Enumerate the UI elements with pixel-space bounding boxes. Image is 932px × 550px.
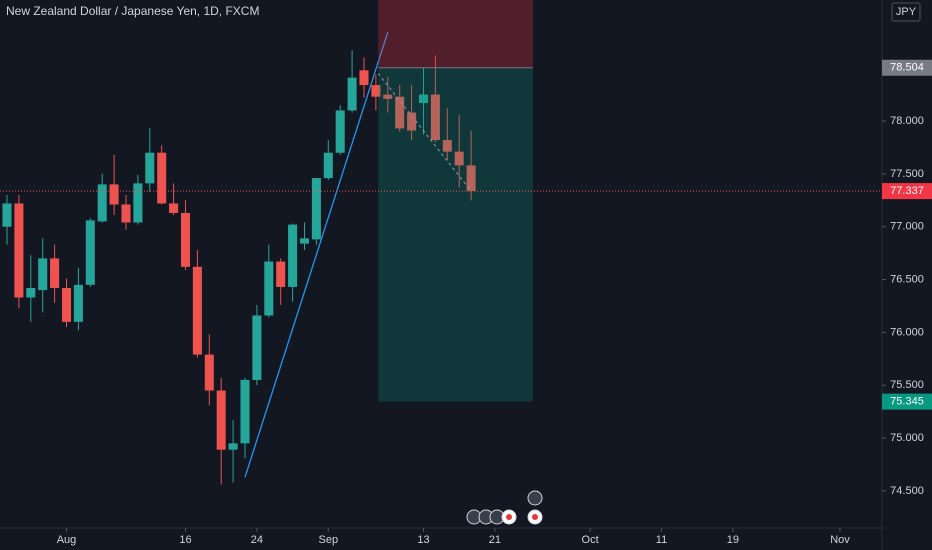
y-tick-label: 76.500 bbox=[890, 273, 924, 285]
x-tick-label: 21 bbox=[489, 534, 501, 546]
x-tick-label: Nov bbox=[830, 534, 850, 546]
target-zone bbox=[378, 67, 533, 402]
candle-body bbox=[73, 284, 83, 322]
candle-body bbox=[359, 70, 369, 86]
x-tick-label: 16 bbox=[179, 534, 191, 546]
candle-body bbox=[38, 258, 48, 291]
candle-body bbox=[97, 184, 107, 222]
candle-body bbox=[418, 94, 429, 104]
candle-body bbox=[145, 152, 155, 184]
candle-body bbox=[252, 315, 262, 380]
x-tick-label: 24 bbox=[251, 534, 263, 546]
candle-body bbox=[85, 220, 95, 285]
entry-price-label: 78.504 bbox=[890, 62, 924, 74]
candle-body bbox=[276, 261, 286, 287]
projection-line bbox=[377, 73, 472, 192]
candle-body bbox=[323, 152, 333, 179]
y-tick-label: 75.500 bbox=[890, 379, 924, 391]
candle-body bbox=[26, 287, 36, 298]
target-price-label-bg bbox=[882, 393, 932, 410]
candle-body bbox=[192, 266, 202, 355]
candle-body bbox=[430, 94, 440, 141]
candle-body bbox=[109, 184, 119, 205]
candle-body bbox=[311, 178, 321, 240]
currency-box[interactable] bbox=[891, 2, 921, 22]
x-tick-label: Sep bbox=[319, 534, 339, 546]
candle-body bbox=[169, 203, 179, 213]
candle-body bbox=[2, 203, 12, 227]
candle-body bbox=[157, 152, 167, 204]
candle-body bbox=[299, 238, 310, 244]
candle-body bbox=[442, 140, 452, 152]
x-tick-label: 11 bbox=[656, 534, 667, 546]
candle-body bbox=[395, 96, 405, 129]
candle-body bbox=[383, 94, 393, 99]
entry-price-label-bg bbox=[882, 59, 932, 76]
candle-body bbox=[180, 212, 191, 267]
y-tick-label: 77.500 bbox=[890, 168, 924, 180]
candle-body bbox=[371, 85, 381, 97]
event-icons bbox=[466, 490, 543, 525]
trend-line bbox=[244, 32, 389, 478]
candle-body bbox=[228, 443, 238, 450]
last-price-label: 77.337 bbox=[890, 185, 924, 197]
y-tick-label: 76.000 bbox=[890, 326, 924, 338]
last-price-label-bg bbox=[882, 183, 932, 200]
x-tick-label: 13 bbox=[417, 534, 429, 546]
currency-label[interactable]: JPY bbox=[896, 6, 917, 18]
y-tick-label: 75.000 bbox=[890, 432, 924, 444]
candle-body bbox=[121, 204, 131, 223]
event-icon-dot bbox=[532, 514, 538, 520]
chart-title: New Zealand Dollar / Japanese Yen, 1D, F… bbox=[6, 4, 259, 18]
stop-zone bbox=[378, 0, 533, 68]
candle-body bbox=[240, 379, 250, 444]
candle-body bbox=[407, 112, 417, 131]
candle-body bbox=[216, 390, 226, 450]
x-tick-label: Aug bbox=[57, 534, 77, 546]
y-tick-label: 74.500 bbox=[890, 485, 924, 497]
candle-body bbox=[61, 287, 72, 322]
candle-body bbox=[466, 165, 476, 192]
event-icon[interactable] bbox=[527, 490, 543, 506]
candle-body bbox=[133, 183, 143, 223]
candle-body bbox=[454, 151, 464, 166]
x-tick-label: 19 bbox=[727, 534, 739, 546]
target-price-label: 75.345 bbox=[890, 396, 924, 408]
candle-body bbox=[14, 203, 24, 298]
y-tick-label: 78.000 bbox=[890, 115, 924, 127]
x-tick-label: Oct bbox=[582, 534, 599, 546]
candle-body bbox=[50, 258, 60, 288]
plot-area bbox=[0, 0, 882, 485]
candle-body bbox=[347, 77, 357, 111]
candle-body bbox=[288, 224, 298, 287]
candle-body bbox=[335, 110, 345, 153]
candle-body bbox=[264, 261, 274, 316]
event-icon-dot bbox=[506, 514, 512, 520]
y-tick-label: 77.000 bbox=[890, 221, 924, 233]
candle-body bbox=[204, 354, 214, 391]
